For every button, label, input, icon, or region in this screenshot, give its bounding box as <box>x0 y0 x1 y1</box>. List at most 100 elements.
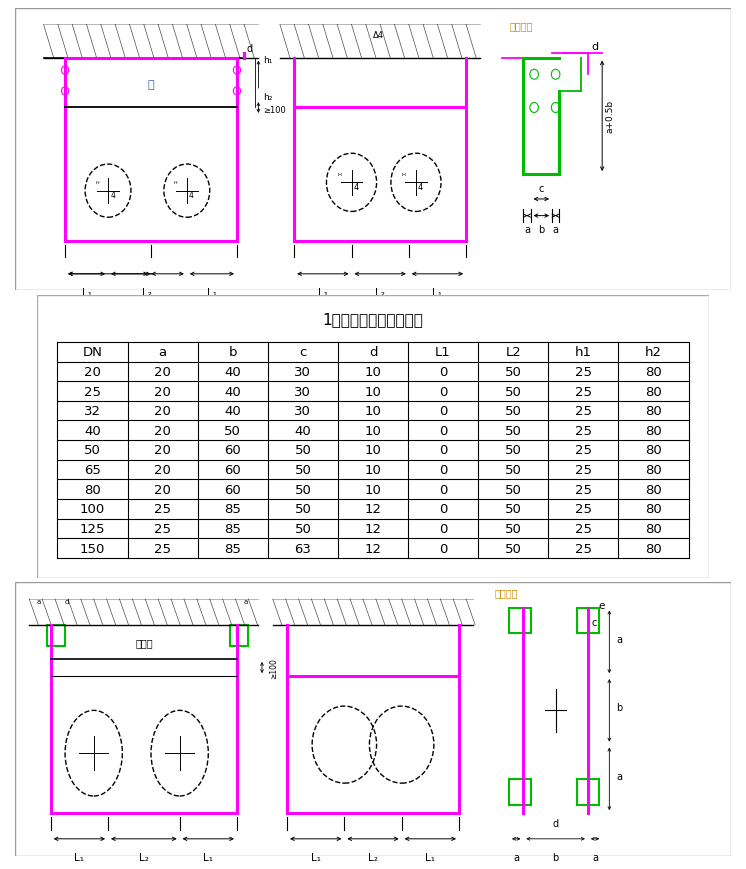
Text: a: a <box>524 225 530 235</box>
Text: L₁: L₁ <box>203 852 213 862</box>
Text: 20: 20 <box>154 483 171 496</box>
Text: 0: 0 <box>439 542 448 555</box>
Text: 1、角鑰龙门式管道支架: 1、角鑰龙门式管道支架 <box>322 311 424 327</box>
Text: h₁: h₁ <box>263 56 273 64</box>
Text: 100: 100 <box>80 503 105 515</box>
Text: 20: 20 <box>154 463 171 476</box>
Text: a: a <box>513 852 519 862</box>
Text: 25: 25 <box>154 522 171 535</box>
Bar <box>509 608 530 634</box>
Text: ≥100: ≥100 <box>263 105 286 115</box>
Text: L₂: L₂ <box>375 288 385 297</box>
Text: 80: 80 <box>645 366 662 378</box>
Text: 80: 80 <box>84 483 101 496</box>
Text: 50: 50 <box>84 444 101 457</box>
Text: 10: 10 <box>365 483 381 496</box>
Text: 25: 25 <box>154 503 171 515</box>
Text: 兼: 兼 <box>148 80 154 90</box>
Text: 60: 60 <box>225 463 241 476</box>
Text: 水泥架: 水泥架 <box>135 637 153 647</box>
Text: 50: 50 <box>295 483 311 496</box>
Text: L₁: L₁ <box>433 288 442 297</box>
Text: 12: 12 <box>365 542 381 555</box>
Text: L₁: L₁ <box>207 288 217 297</box>
Text: 0: 0 <box>439 483 448 496</box>
Text: 25: 25 <box>575 463 592 476</box>
Text: a: a <box>616 771 622 781</box>
Text: c: c <box>539 183 544 194</box>
Text: h1: h1 <box>575 346 592 359</box>
Text: 20: 20 <box>154 385 171 398</box>
Text: ᴴ: ᴴ <box>337 172 341 181</box>
Bar <box>577 608 598 634</box>
Text: 25: 25 <box>154 542 171 555</box>
Text: b: b <box>228 346 237 359</box>
Text: 25: 25 <box>575 366 592 378</box>
Text: h2: h2 <box>645 346 662 359</box>
Text: 50: 50 <box>505 542 521 555</box>
Text: 40: 40 <box>84 424 101 437</box>
Text: 10: 10 <box>365 366 381 378</box>
Text: c: c <box>299 346 307 359</box>
Text: 12: 12 <box>365 522 381 535</box>
Text: L2: L2 <box>505 346 521 359</box>
Text: 80: 80 <box>645 405 662 418</box>
Text: d: d <box>246 44 252 54</box>
Text: a: a <box>592 852 598 862</box>
Bar <box>230 625 248 647</box>
Text: a+0.5b: a+0.5b <box>606 100 615 133</box>
Text: 50: 50 <box>505 424 521 437</box>
Text: 25: 25 <box>84 385 101 398</box>
Text: 80: 80 <box>645 483 662 496</box>
Text: b: b <box>616 702 623 713</box>
Text: ᴴ: ᴴ <box>95 180 98 189</box>
Text: 20: 20 <box>84 366 101 378</box>
Text: 50: 50 <box>505 463 521 476</box>
Text: 50: 50 <box>505 444 521 457</box>
Text: L₁: L₁ <box>81 288 92 297</box>
Text: 85: 85 <box>225 522 241 535</box>
Text: 10: 10 <box>365 424 381 437</box>
Text: a: a <box>159 346 166 359</box>
Text: 20: 20 <box>154 444 171 457</box>
Text: 80: 80 <box>645 503 662 515</box>
Text: 4: 4 <box>189 191 194 200</box>
Text: 25: 25 <box>575 503 592 515</box>
Text: 60: 60 <box>225 444 241 457</box>
Text: c: c <box>592 617 597 627</box>
Text: 40: 40 <box>225 366 241 378</box>
Text: 0: 0 <box>439 405 448 418</box>
Text: 50: 50 <box>505 483 521 496</box>
Text: 65: 65 <box>84 463 101 476</box>
Text: a: a <box>553 225 559 235</box>
Text: 125: 125 <box>80 522 105 535</box>
Text: 25: 25 <box>575 522 592 535</box>
Text: 80: 80 <box>645 444 662 457</box>
Text: ≥100: ≥100 <box>269 657 278 678</box>
Text: 30: 30 <box>295 405 311 418</box>
Text: 25: 25 <box>575 385 592 398</box>
Text: L₁: L₁ <box>318 288 328 297</box>
Text: 20: 20 <box>154 366 171 378</box>
Text: 150: 150 <box>80 542 105 555</box>
Text: 30: 30 <box>295 366 311 378</box>
Text: 0: 0 <box>439 522 448 535</box>
Text: 60: 60 <box>225 483 241 496</box>
Text: 10: 10 <box>365 444 381 457</box>
Text: Δ4: Δ4 <box>373 30 384 40</box>
Text: 25: 25 <box>575 424 592 437</box>
Text: 80: 80 <box>645 424 662 437</box>
Text: 20: 20 <box>154 405 171 418</box>
Text: 25: 25 <box>575 483 592 496</box>
Text: 0: 0 <box>439 503 448 515</box>
Text: a: a <box>616 634 622 644</box>
Text: 50: 50 <box>505 503 521 515</box>
Text: 80: 80 <box>645 385 662 398</box>
Text: 12: 12 <box>365 503 381 515</box>
Text: 50: 50 <box>505 385 521 398</box>
Text: 80: 80 <box>645 463 662 476</box>
Text: L₁: L₁ <box>310 852 321 862</box>
Text: 0: 0 <box>439 444 448 457</box>
Text: 50: 50 <box>295 444 311 457</box>
Text: b: b <box>553 852 559 862</box>
